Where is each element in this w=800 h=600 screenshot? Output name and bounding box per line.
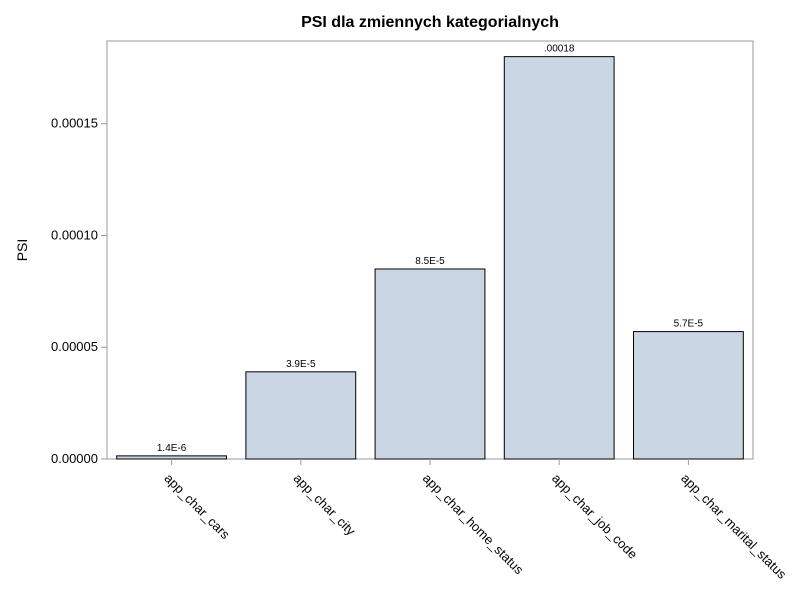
data-label: 3.9E-5: [286, 359, 316, 370]
y-axis-label: PSI: [14, 239, 30, 262]
data-label: 5.7E-5: [674, 319, 704, 330]
data-label: 1.4E-6: [157, 443, 187, 454]
y-tick-label: 0.00000: [51, 451, 98, 466]
x-tick-label: app_char_job_code: [549, 471, 640, 562]
data-labels: 1.4E-6 3.9E-5 8.5E-5 .00018 5.7E-5: [157, 44, 704, 454]
data-label: .00018: [544, 44, 575, 55]
x-tick-label: app_char_home_status: [420, 471, 527, 578]
bar-app-char-cars: [116, 455, 228, 460]
y-tick-label: 0.00005: [51, 339, 98, 354]
bar-app-char-marital-status: [632, 331, 744, 460]
y-tick-label: 0.00010: [51, 227, 98, 242]
x-axis-ticks: app_char_cars app_char_city app_char_home_…: [161, 459, 790, 583]
bar-app-char-city: [245, 371, 357, 460]
bar-app-char-job-code: [503, 56, 615, 460]
y-tick-label: 0.00015: [51, 116, 98, 131]
x-tick-label: app_char_cars: [161, 471, 233, 543]
chart-title: PSI dla zmiennych kategorialnych: [301, 14, 559, 31]
data-label: 8.5E-5: [415, 256, 445, 267]
y-axis-ticks: 0.00000 0.00005 0.00010 0.00015: [51, 116, 107, 466]
x-tick-label: app_char_marital_status: [678, 471, 790, 583]
x-tick-label: app_char_city: [291, 471, 359, 539]
bars: [116, 56, 744, 460]
bar-app-char-home-status: [374, 268, 486, 460]
